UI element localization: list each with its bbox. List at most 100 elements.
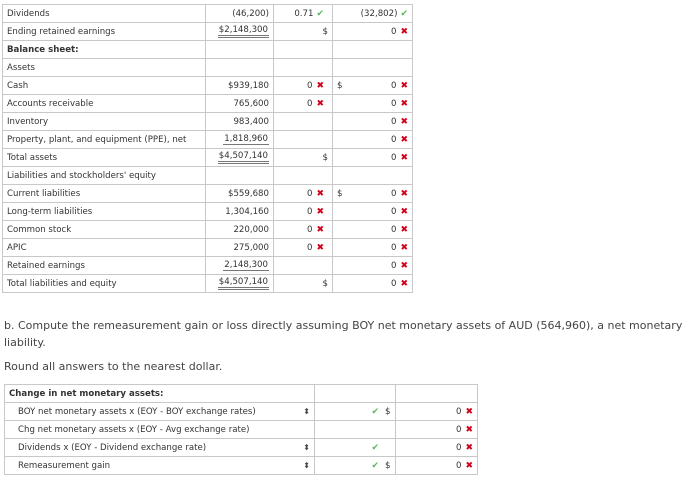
exchange-rate-cell[interactable]: $ xyxy=(273,274,333,293)
check-icon: ✔ xyxy=(371,460,379,471)
input-value[interactable]: 0 xyxy=(390,98,397,109)
exchange-rate-cell[interactable]: 0.71 ✔ xyxy=(273,4,333,23)
row-label: Assets xyxy=(2,58,206,77)
x-mark-icon: ✖ xyxy=(316,242,324,253)
amount-value: 2,148,300 xyxy=(223,260,269,271)
input-value[interactable]: 0.71 xyxy=(294,8,314,19)
x-mark-icon: ✖ xyxy=(400,188,408,199)
select-arrows-icon[interactable]: ⬍ xyxy=(303,443,310,452)
x-mark-icon: ✖ xyxy=(465,424,473,435)
input-value[interactable]: 0 xyxy=(306,224,313,235)
exchange-rate-cell xyxy=(273,166,333,185)
input-value[interactable]: 0 xyxy=(390,224,397,235)
input-value[interactable]: 0 xyxy=(455,406,462,417)
x-mark-icon: ✖ xyxy=(400,242,408,253)
financial-statement-table: Dividends (46,200) 0.71 ✔ (32,802) ✔ Ending re… xyxy=(2,4,413,293)
x-mark-icon: ✖ xyxy=(400,224,408,235)
input-value[interactable]: 0 xyxy=(390,116,397,127)
statement-row: Total assets $4,507,140 $0 ✖ xyxy=(2,148,413,167)
monetary-row: Dividends x (EOY - Dividend exchange rat… xyxy=(4,438,478,457)
row-amount: 1,818,960 xyxy=(205,130,274,149)
monetary-label: Dividends x (EOY - Dividend exchange rat… xyxy=(18,442,207,453)
row-amount: $939,180 xyxy=(205,76,274,95)
translated-amount-cell[interactable]: 0 ✖ xyxy=(332,94,413,113)
translated-amount-cell[interactable]: 0 ✖ xyxy=(332,256,413,275)
translated-amount-cell[interactable]: 0 ✖ xyxy=(332,22,413,41)
row-amount: 983,400 xyxy=(205,112,274,131)
exchange-rate-cell[interactable]: 0 ✖ xyxy=(273,238,333,257)
monetary-row: Remeasurement gain ⬍ ✔ $0 ✖ xyxy=(4,456,478,475)
check-icon: ✔ xyxy=(400,8,408,19)
input-value[interactable]: 0 xyxy=(306,80,313,91)
monetary-value-input[interactable]: 0 ✖ xyxy=(395,420,478,439)
input-value[interactable]: 0 xyxy=(390,134,397,145)
row-label: Total liabilities and equity xyxy=(2,274,206,293)
row-amount: $4,507,140 xyxy=(205,148,274,167)
translated-amount-cell[interactable]: 0 ✖ xyxy=(332,220,413,239)
statement-row: Total liabilities and equity $4,507,140 $0… xyxy=(2,274,413,293)
exchange-rate-cell[interactable]: 0 ✖ xyxy=(273,184,333,203)
row-label: Total assets xyxy=(2,148,206,167)
x-mark-icon: ✖ xyxy=(465,406,473,417)
monetary-value-input[interactable]: 0 ✖ xyxy=(395,402,478,421)
amount-value: (46,200) xyxy=(232,8,269,19)
translated-amount-cell[interactable]: 0 ✖ xyxy=(332,130,413,149)
translated-amount-cell[interactable]: 0 ✖ xyxy=(332,112,413,131)
input-value[interactable]: 0 xyxy=(390,26,397,37)
monetary-select[interactable]: Dividends x (EOY - Dividend exchange rat… xyxy=(4,438,315,457)
translated-amount-cell[interactable]: (32,802) ✔ xyxy=(332,4,413,23)
x-mark-icon: ✖ xyxy=(400,134,408,145)
exchange-rate-cell[interactable]: 0 ✖ xyxy=(273,94,333,113)
monetary-value-input[interactable]: 0 ✖ xyxy=(395,456,478,475)
input-value[interactable]: 0 xyxy=(455,460,462,471)
input-value[interactable]: 0 xyxy=(390,278,397,289)
translated-amount-cell[interactable]: 0 ✖ xyxy=(332,238,413,257)
exchange-rate-cell[interactable]: 0 ✖ xyxy=(273,202,333,221)
dollar-sign: $ xyxy=(385,406,391,417)
input-value[interactable]: (32,802) xyxy=(360,8,398,19)
translated-amount-cell[interactable]: 0 ✖ xyxy=(332,202,413,221)
row-amount xyxy=(205,40,274,59)
statement-row: APIC 275,000 0 ✖ 0 ✖ xyxy=(2,238,413,257)
monetary-select[interactable]: Remeasurement gain ⬍ xyxy=(4,456,315,475)
monetary-select[interactable]: BOY net monetary assets x (EOY - BOY exc… xyxy=(4,402,315,421)
exchange-rate-cell[interactable]: $ xyxy=(273,148,333,167)
amount-value: $559,680 xyxy=(227,188,269,199)
translated-amount-cell xyxy=(332,58,413,77)
exchange-rate-cell[interactable]: 0 ✖ xyxy=(273,76,333,95)
exchange-rate-cell[interactable]: $ xyxy=(273,22,333,41)
input-value[interactable]: 0 xyxy=(306,206,313,217)
translated-amount-cell[interactable]: 0 ✖ xyxy=(332,148,413,167)
select-arrows-icon[interactable]: ⬍ xyxy=(303,461,310,470)
translated-amount-cell[interactable]: 0 ✖ xyxy=(332,274,413,293)
exchange-rate-cell[interactable]: 0 ✖ xyxy=(273,220,333,239)
row-amount: $4,507,140 xyxy=(205,274,274,293)
select-arrows-icon[interactable]: ⬍ xyxy=(303,407,310,416)
x-mark-icon: ✖ xyxy=(400,206,408,217)
input-value[interactable]: 0 xyxy=(390,188,397,199)
x-mark-icon: ✖ xyxy=(400,98,408,109)
x-mark-icon: ✖ xyxy=(316,80,324,91)
input-value[interactable]: 0 xyxy=(390,260,397,271)
input-value[interactable]: 0 xyxy=(390,152,397,163)
monetary-select: Chg net monetary assets x (EOY - Avg exc… xyxy=(4,420,315,439)
input-value[interactable]: 0 xyxy=(306,98,313,109)
input-value[interactable]: 0 xyxy=(455,442,462,453)
translated-amount-cell[interactable]: $0 ✖ xyxy=(332,76,413,95)
input-value[interactable]: 0 xyxy=(306,242,313,253)
row-amount: $2,148,300 xyxy=(205,22,274,41)
exchange-rate-cell xyxy=(273,256,333,275)
x-mark-icon: ✖ xyxy=(465,460,473,471)
input-value[interactable]: 0 xyxy=(390,80,397,91)
statement-row: Ending retained earnings $2,148,300 $0 ✖ xyxy=(2,22,413,41)
input-value[interactable]: 0 xyxy=(390,242,397,253)
monetary-value-input[interactable]: 0 ✖ xyxy=(395,438,478,457)
amount-value: $4,507,140 xyxy=(217,277,269,290)
translated-amount-cell xyxy=(332,40,413,59)
monetary-label: Chg net monetary assets x (EOY - Avg exc… xyxy=(18,424,250,435)
input-value[interactable]: 0 xyxy=(306,188,313,199)
translated-amount-cell[interactable]: $0 ✖ xyxy=(332,184,413,203)
x-mark-icon: ✖ xyxy=(400,152,408,163)
input-value[interactable]: 0 xyxy=(455,424,462,435)
input-value[interactable]: 0 xyxy=(390,206,397,217)
